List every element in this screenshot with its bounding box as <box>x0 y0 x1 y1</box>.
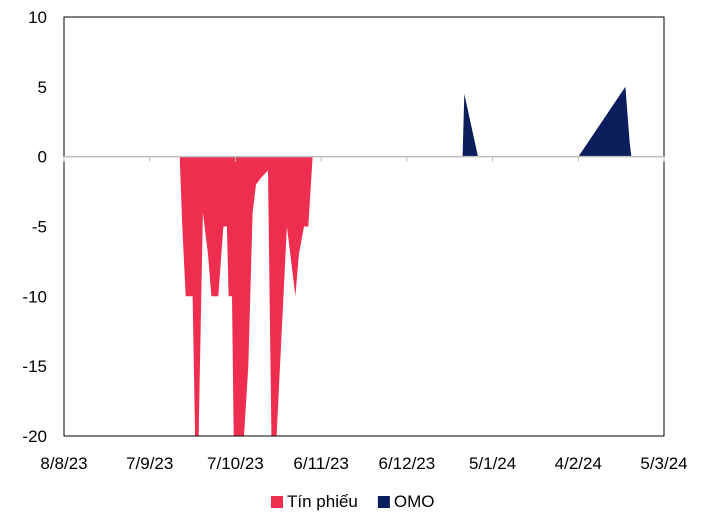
y-tick-label: -10 <box>22 287 47 306</box>
plot-frame <box>63 16 665 437</box>
y-tick-label: 10 <box>28 8 47 27</box>
axes-layer <box>63 16 665 437</box>
legend-label-omo: OMO <box>394 492 435 511</box>
x-tick-label: 7/9/23 <box>126 454 173 473</box>
series-layer <box>179 86 632 436</box>
x-tick-label: 6/12/23 <box>378 454 435 473</box>
y-tick-label: 5 <box>38 78 47 97</box>
legend-swatch-tin-phieu <box>271 496 283 508</box>
y-tick-labels: 10 5 0 -5 -10 -15 -20 <box>22 8 47 446</box>
x-tick-label: 5/3/24 <box>640 454 687 473</box>
legend-swatch-omo <box>377 496 390 508</box>
legend-label-tin-phieu: Tín phiếu <box>287 492 358 511</box>
x-tick-label: 5/1/24 <box>469 454 516 473</box>
series-area-tin-phieu <box>179 156 313 436</box>
x-tick-labels: 8/8/23 7/9/23 7/10/23 6/11/23 6/12/23 5/1/24 4… <box>40 454 687 473</box>
y-tick-label: -15 <box>22 357 47 376</box>
series-area-omo <box>462 86 632 157</box>
x-tick-label: 4/2/24 <box>555 454 602 473</box>
legend: Tín phiếu OMO <box>271 492 435 511</box>
x-tick-label: 7/10/23 <box>207 454 264 473</box>
x-tick-label: 8/8/23 <box>40 454 87 473</box>
x-tick-label: 6/11/23 <box>293 454 348 473</box>
y-tick-label: 0 <box>38 148 47 167</box>
y-tick-label: -20 <box>22 427 47 446</box>
y-tick-label: -5 <box>32 218 47 237</box>
